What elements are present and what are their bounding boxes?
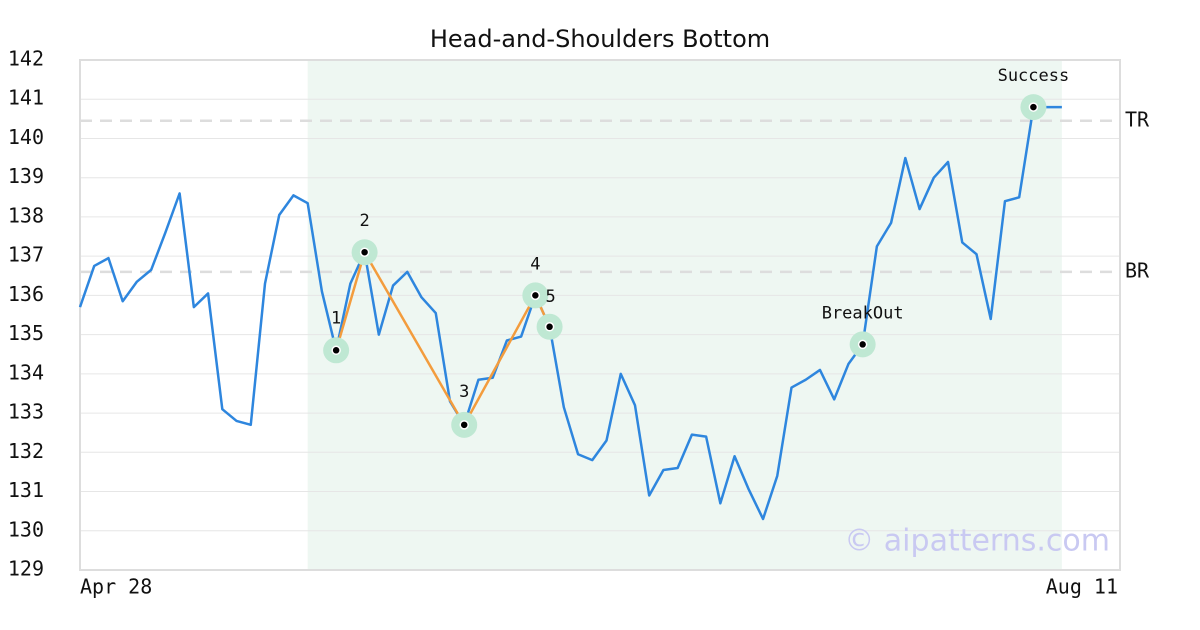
point-label: Success bbox=[998, 66, 1070, 86]
marker-dot bbox=[1028, 102, 1039, 112]
y-tick-label: 141 bbox=[8, 86, 44, 110]
y-tick-label: 134 bbox=[8, 360, 44, 384]
point-label: 5 bbox=[545, 287, 555, 307]
y-tick-label: 139 bbox=[8, 164, 44, 188]
marker-dot bbox=[459, 420, 469, 430]
y-tick-label: 138 bbox=[8, 203, 44, 227]
y-tick-label: 130 bbox=[8, 517, 44, 541]
y-tick-label: 133 bbox=[8, 400, 44, 424]
y-tick-label: 135 bbox=[8, 321, 44, 345]
level-label: BR bbox=[1125, 258, 1150, 282]
x-tick-label: Apr 28 bbox=[80, 575, 152, 599]
marker-dot bbox=[359, 247, 370, 257]
marker-dot bbox=[857, 339, 868, 350]
y-tick-label: 131 bbox=[8, 478, 44, 502]
y-tick-label: 142 bbox=[8, 47, 44, 71]
plot-frame bbox=[79, 59, 1121, 571]
marker-dot bbox=[544, 322, 555, 332]
point-label: 3 bbox=[459, 382, 469, 402]
watermark: © aipatterns.com bbox=[844, 524, 1110, 559]
price-line bbox=[78, 105, 1062, 521]
level-label: TR bbox=[1125, 107, 1150, 131]
y-tick-label: 136 bbox=[8, 282, 44, 306]
point-label: 2 bbox=[359, 211, 369, 231]
chart-title: Head-and-Shoulders Bottom bbox=[430, 25, 770, 53]
marker-dot bbox=[331, 345, 341, 356]
point-label: 1 bbox=[331, 308, 341, 328]
y-tick-label: 137 bbox=[8, 243, 44, 267]
point-label: 4 bbox=[530, 254, 540, 274]
x-tick-label: Aug 11 bbox=[1046, 575, 1118, 599]
y-tick-label: 129 bbox=[8, 557, 44, 581]
point-label: BreakOut bbox=[822, 303, 904, 323]
y-tick-label: 140 bbox=[8, 125, 44, 149]
marker-dot bbox=[530, 290, 541, 301]
y-tick-label: 132 bbox=[8, 439, 44, 463]
pattern-region bbox=[307, 60, 1062, 570]
